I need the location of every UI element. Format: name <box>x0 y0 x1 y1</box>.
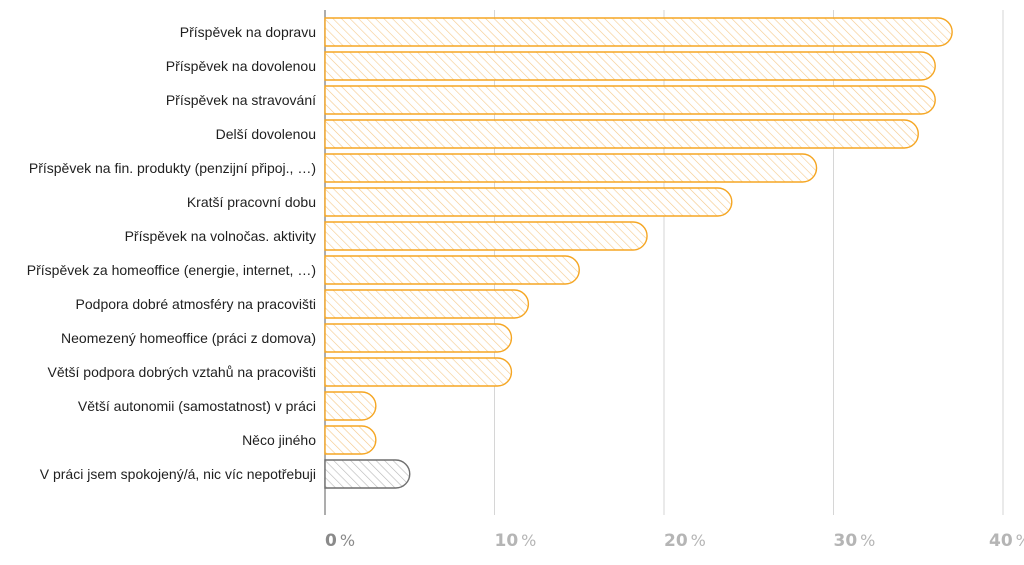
category-label-11: Větší podpora dobrých vztahů na pracoviš… <box>48 364 317 380</box>
x-tick-label-40: 40% <box>989 531 1024 551</box>
bar-3 <box>324 85 936 115</box>
bar-2 <box>324 51 936 81</box>
bar-11 <box>324 357 513 387</box>
tick-unit: % <box>521 531 536 550</box>
category-label-9: Podpora dobré atmosféry na pracovišti <box>76 296 316 312</box>
category-label-8: Příspěvek za homeoffice (energie, intern… <box>27 262 316 278</box>
category-label-3: Příspěvek na stravování <box>166 92 316 108</box>
bar-14 <box>324 459 411 489</box>
category-label-13: Něco jiného <box>242 432 316 448</box>
bar-7 <box>324 221 648 251</box>
bar-9 <box>324 289 530 319</box>
x-axis-ticks: 0%10%20%30%40% <box>325 531 1024 551</box>
bar-13 <box>324 425 377 455</box>
bar-5 <box>324 153 818 183</box>
category-label-5: Příspěvek na fin. produkty (penzijní při… <box>29 160 316 176</box>
tick-value: 20 <box>664 531 688 551</box>
tick-value: 30 <box>834 531 858 551</box>
category-label-14: V práci jsem spokojený/á, nic víc nepotř… <box>40 466 316 482</box>
category-labels: Příspěvek na dopravu Příspěvek na dovolen… <box>27 24 316 482</box>
tick-value: 40 <box>989 531 1013 551</box>
x-tick-label-20: 20% <box>664 531 706 551</box>
tick-unit: % <box>860 531 875 550</box>
bar-8 <box>324 255 580 285</box>
x-tick-label-0: 0% <box>325 531 355 551</box>
tick-unit: % <box>691 531 706 550</box>
category-label-1: Příspěvek na dopravu <box>180 24 316 40</box>
bar-6 <box>324 187 733 217</box>
category-label-4: Delší dovolenou <box>216 126 316 142</box>
bar-12 <box>324 391 377 421</box>
category-label-6: Kratší pracovní dobu <box>187 194 316 210</box>
x-tick-label-10: 10% <box>495 531 537 551</box>
category-label-7: Příspěvek na volnočas. aktivity <box>125 228 316 244</box>
category-label-2: Příspěvek na dovolenou <box>166 58 316 74</box>
tick-value: 10 <box>495 531 519 551</box>
category-label-10: Neomezený homeoffice (práci z domova) <box>61 330 316 346</box>
tick-value: 0 <box>325 531 337 551</box>
bar-10 <box>324 323 513 353</box>
tick-unit: % <box>1016 531 1024 550</box>
tick-unit: % <box>340 531 355 550</box>
bars <box>324 17 953 489</box>
x-tick-label-30: 30% <box>834 531 876 551</box>
category-label-12: Větší autonomii (samostatnost) v práci <box>78 398 316 414</box>
bar-4 <box>324 119 919 149</box>
bar-1 <box>324 17 953 47</box>
